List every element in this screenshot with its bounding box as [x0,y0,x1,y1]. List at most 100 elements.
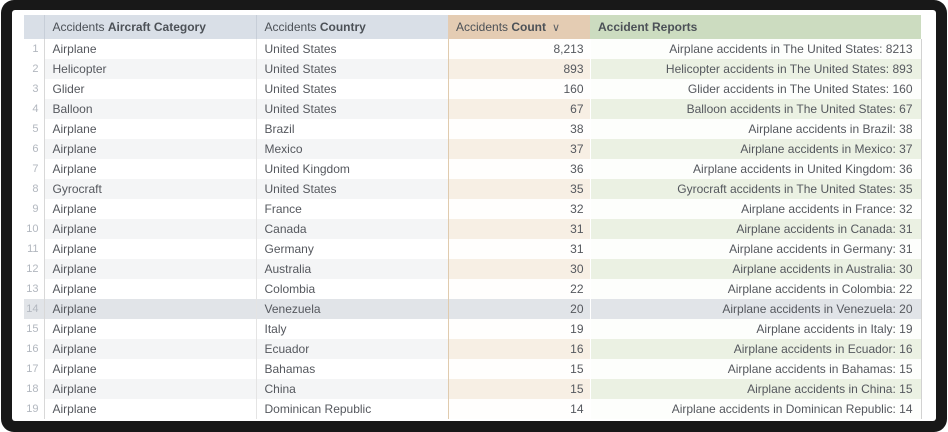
table-row[interactable]: 13 Airplane Colombia 22 Airplane accidents i… [24,279,922,299]
cell-report[interactable]: Airplane accidents in Dominican Republic… [589,399,922,419]
cell-country[interactable]: United States [256,39,449,59]
cell-aircraft-category[interactable]: Helicopter [44,59,257,79]
cell-country[interactable]: Venezuela [256,299,449,319]
cell-report[interactable]: Gyrocraft accidents in The United States… [589,179,922,199]
row-number[interactable]: 14 [24,299,45,319]
cell-aircraft-category[interactable]: Airplane [44,299,257,319]
cell-country[interactable]: Ecuador [256,339,449,359]
cell-report[interactable]: Airplane accidents in Australia: 30 [589,259,922,279]
cell-count[interactable]: 14 [448,399,591,419]
cell-count[interactable]: 30 [448,259,591,279]
row-number[interactable]: 17 [24,359,45,379]
cell-country[interactable]: United States [256,179,449,199]
cell-country[interactable]: Germany [256,239,449,259]
cell-count[interactable]: 36 [448,159,591,179]
cell-country[interactable]: United States [256,59,449,79]
table-row[interactable]: 7 Airplane United Kingdom 36 Airplane accide… [24,159,922,179]
table-row[interactable]: 17 Airplane Bahamas 15 Airplane accidents in… [24,359,922,379]
cell-aircraft-category[interactable]: Airplane [44,359,257,379]
table-row[interactable]: 3 Glider United States 160 Glider accidents … [24,79,922,99]
row-number[interactable]: 1 [24,39,45,59]
table-row[interactable]: 16 Airplane Ecuador 16 Airplane accidents in… [24,339,922,359]
cell-country[interactable]: United States [256,99,449,119]
cell-country[interactable]: Brazil [256,119,449,139]
cell-count[interactable]: 22 [448,279,591,299]
row-number[interactable]: 3 [24,79,45,99]
row-number[interactable]: 12 [24,259,45,279]
cell-country[interactable]: France [256,199,449,219]
table-row[interactable]: 19 Airplane Dominican Republic 14 Airplane a… [24,399,922,419]
table-row[interactable]: 5 Airplane Brazil 38 Airplane accidents in B… [24,119,922,139]
row-number[interactable]: 13 [24,279,45,299]
table-row[interactable]: 8 Gyrocraft United States 35 Gyrocraft accid… [24,179,922,199]
cell-count[interactable]: 893 [448,59,591,79]
cell-country[interactable]: Australia [256,259,449,279]
cell-report[interactable]: Airplane accidents in China: 15 [589,379,922,399]
cell-aircraft-category[interactable]: Gyrocraft [44,179,257,199]
row-number[interactable]: 7 [24,159,45,179]
cell-aircraft-category[interactable]: Airplane [44,159,257,179]
cell-report[interactable]: Airplane accidents in The United States:… [589,39,922,59]
cell-report[interactable]: Airplane accidents in Canada: 31 [589,219,922,239]
cell-report[interactable]: Airplane accidents in Italy: 19 [589,319,922,339]
row-number[interactable]: 4 [24,99,45,119]
row-number[interactable]: 19 [24,399,45,419]
cell-aircraft-category[interactable]: Airplane [44,239,257,259]
cell-country[interactable]: China [256,379,449,399]
row-number[interactable]: 18 [24,379,45,399]
column-header-country[interactable]: Accidents Country [256,15,448,39]
cell-count[interactable]: 15 [448,379,591,399]
cell-aircraft-category[interactable]: Balloon [44,99,257,119]
cell-count[interactable]: 32 [448,199,591,219]
cell-count[interactable]: 67 [448,99,591,119]
table-row[interactable]: 2 Helicopter United States 893 Helicopter ac… [24,59,922,79]
cell-report[interactable]: Airplane accidents in Bahamas: 15 [589,359,922,379]
cell-report[interactable]: Airplane accidents in Venezuela: 20 [589,299,922,319]
row-number[interactable]: 16 [24,339,45,359]
row-number[interactable]: 9 [24,199,45,219]
row-number[interactable]: 8 [24,179,45,199]
cell-aircraft-category[interactable]: Glider [44,79,257,99]
column-header-aircraft-category[interactable]: Accidents Aircraft Category [44,15,257,39]
cell-aircraft-category[interactable]: Airplane [44,319,257,339]
table-row[interactable]: 18 Airplane China 15 Airplane accidents in C… [24,379,922,399]
cell-country[interactable]: Bahamas [256,359,449,379]
row-number[interactable]: 5 [24,119,45,139]
cell-count[interactable]: 16 [448,339,591,359]
cell-report[interactable]: Balloon accidents in The United States: … [589,99,922,119]
cell-report[interactable]: Airplane accidents in France: 32 [589,199,922,219]
cell-count[interactable]: 20 [448,299,591,319]
cell-report[interactable]: Airplane accidents in Brazil: 38 [589,119,922,139]
cell-country[interactable]: Mexico [256,139,449,159]
cell-report[interactable]: Airplane accidents in United Kingdom: 36 [589,159,922,179]
table-row[interactable]: 10 Airplane Canada 31 Airplane accidents in … [24,219,922,239]
table-row[interactable]: 4 Balloon United States 67 Balloon accidents… [24,99,922,119]
table-row[interactable]: 9 Airplane France 32 Airplane accidents in F… [24,199,922,219]
table-row[interactable]: 6 Airplane Mexico 37 Airplane accidents in M… [24,139,922,159]
cell-count[interactable]: 19 [448,319,591,339]
cell-count[interactable]: 160 [448,79,591,99]
column-header-accident-reports[interactable]: Accident Reports [590,15,921,39]
row-number[interactable]: 10 [24,219,45,239]
table-row[interactable]: 15 Airplane Italy 19 Airplane accidents in I… [24,319,922,339]
cell-count[interactable]: 8,213 [448,39,591,59]
row-number[interactable]: 6 [24,139,45,159]
cell-country[interactable]: United States [256,79,449,99]
cell-aircraft-category[interactable]: Airplane [44,279,257,299]
cell-aircraft-category[interactable]: Airplane [44,119,257,139]
table-row[interactable]: 14 Airplane Venezuela 20 Airplane accidents … [24,299,922,319]
row-number[interactable]: 2 [24,59,45,79]
table-row[interactable]: 1 Airplane United States 8,213 Airplane acci… [24,39,922,59]
chevron-down-icon[interactable]: ∨ [552,22,561,34]
cell-aircraft-category[interactable]: Airplane [44,139,257,159]
cell-country[interactable]: Dominican Republic [256,399,449,419]
cell-count[interactable]: 38 [448,119,591,139]
cell-count[interactable]: 37 [448,139,591,159]
cell-country[interactable]: Italy [256,319,449,339]
cell-aircraft-category[interactable]: Airplane [44,219,257,239]
cell-count[interactable]: 31 [448,239,591,259]
table-row[interactable]: 12 Airplane Australia 30 Airplane accidents … [24,259,922,279]
cell-aircraft-category[interactable]: Airplane [44,399,257,419]
row-number[interactable]: 11 [24,239,45,259]
cell-count[interactable]: 31 [448,219,591,239]
